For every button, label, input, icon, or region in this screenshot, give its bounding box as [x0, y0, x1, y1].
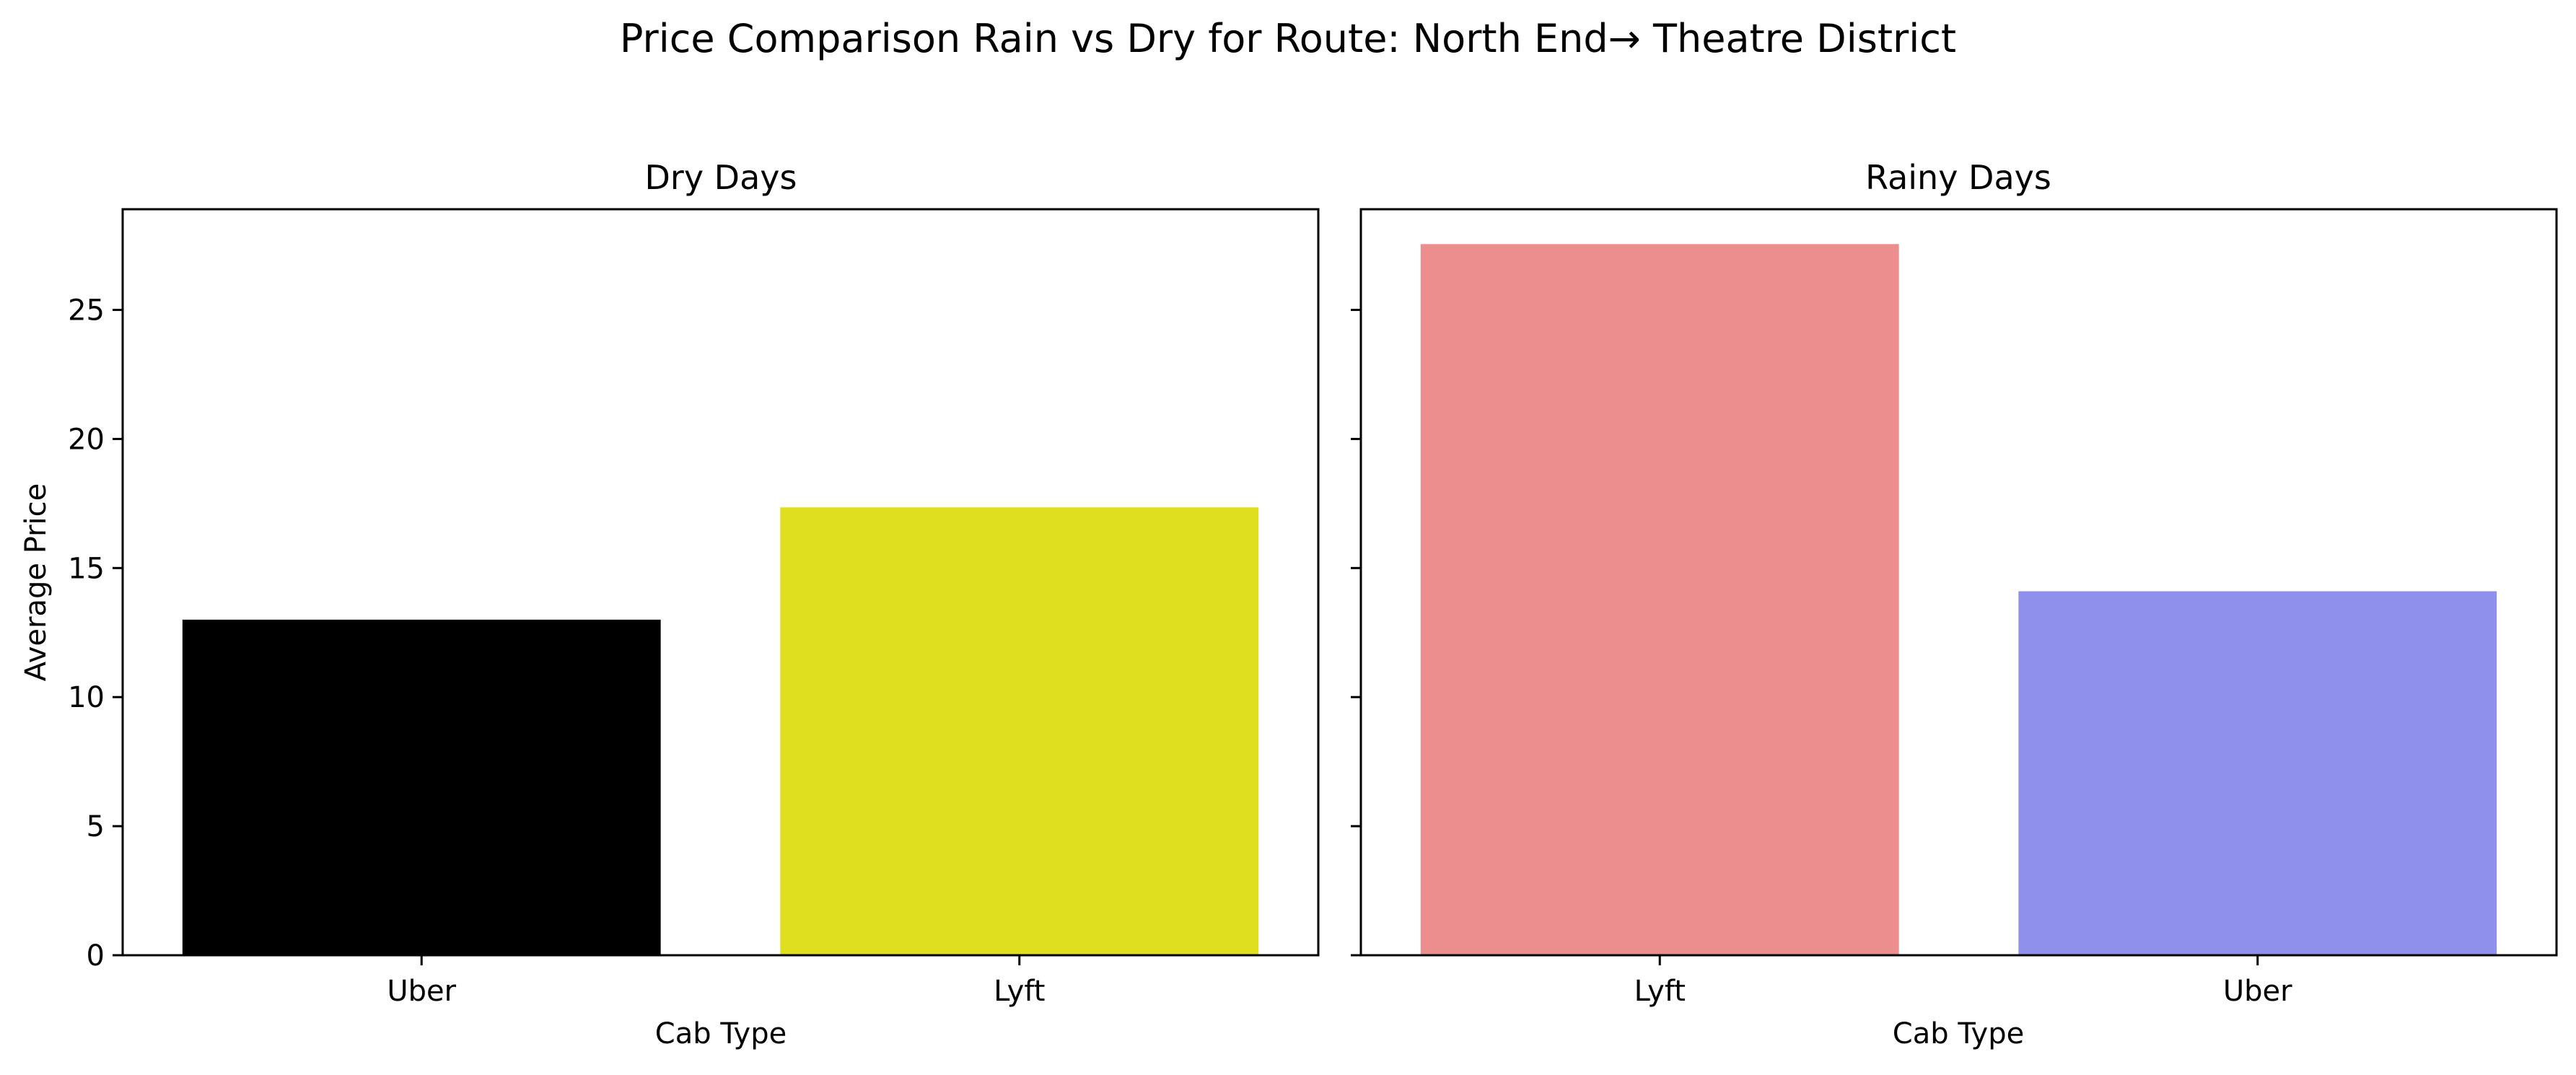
dry-days-y-tick-label: 5: [87, 810, 105, 843]
rainy-days-bars: [1420, 244, 2497, 955]
dry-days-x-tick-label: Uber: [387, 975, 456, 1008]
dry-days-y-tick-label: 15: [68, 552, 105, 585]
dry-days-axes-frame: [121, 208, 1320, 957]
rainy-days-title: Rainy Days: [1865, 158, 2051, 197]
rainy-days-y-ticks: [1351, 309, 1361, 957]
rainy-days-bar-uber: [2018, 591, 2497, 955]
dry-days-y-tick-label: 0: [87, 939, 105, 973]
dry-days-bar-uber: [182, 619, 661, 955]
rainy-days-axes-frame: [1359, 208, 2558, 957]
rainy-days-x-ticks: Lyft Uber: [1634, 955, 2292, 1008]
rainy-days-x-tick-label: Uber: [2223, 975, 2292, 1008]
dry-days-x-tick-label: Lyft: [994, 975, 1045, 1008]
y-axis-label: Average Price: [19, 483, 53, 682]
dry-days-panel: Dry Days 0 5 10 15 20 25 Uber Lyft Cab Type Av…: [19, 158, 1320, 1050]
rainy-days-bar-lyft: [1420, 244, 1899, 955]
dry-days-y-tick-label: 10: [68, 681, 105, 714]
dry-days-title: Dry Days: [645, 158, 797, 197]
dry-days-y-tick-label: 20: [68, 423, 105, 456]
rainy-days-x-tick-label: Lyft: [1634, 975, 1686, 1008]
dry-days-bar-lyft: [780, 507, 1259, 955]
rainy-days-panel: Rainy Days Lyft Uber Cab Type: [1351, 158, 2558, 1050]
figure-title: Price Comparison Rain vs Dry for Route: …: [620, 16, 1956, 61]
dry-days-bars: [182, 507, 1259, 955]
dry-days-x-ticks: Uber Lyft: [387, 955, 1045, 1008]
dry-days-y-ticks: 0 5 10 15 20 25: [68, 294, 123, 973]
dry-days-x-axis-label: Cab Type: [655, 1017, 787, 1050]
rainy-days-x-axis-label: Cab Type: [1893, 1017, 2024, 1050]
dry-days-y-tick-label: 25: [68, 294, 105, 328]
